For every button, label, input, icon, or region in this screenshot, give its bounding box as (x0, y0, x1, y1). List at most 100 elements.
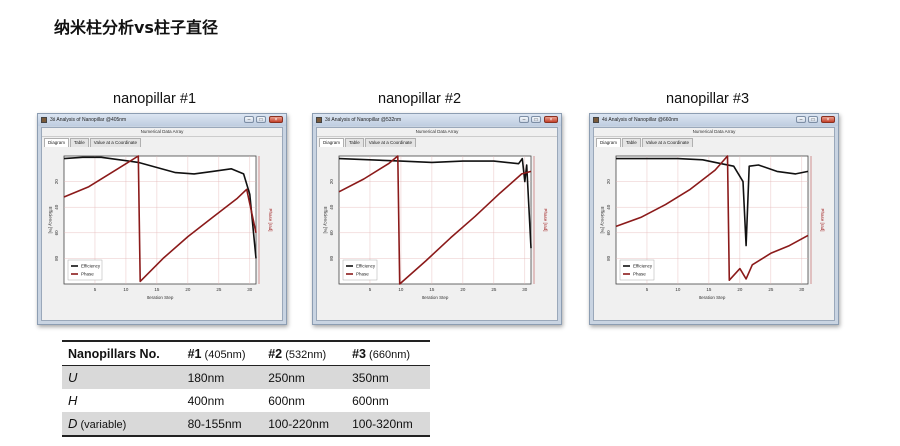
close-button[interactable]: × (269, 116, 283, 123)
y-tick-label: 40 (329, 204, 334, 210)
app-icon (593, 117, 599, 123)
y-tick-label: 40 (54, 204, 59, 210)
series-line-phase (63, 155, 257, 283)
table-header-row: Nanopillars No. #1 (405nm) #2 (532nm) #3… (62, 341, 430, 366)
maximize-button[interactable]: □ (808, 116, 818, 123)
series-line-efficiency (616, 157, 809, 247)
y-tick-label: 60 (54, 230, 59, 236)
panel-header: Numerical Data Array (594, 128, 834, 137)
x-tick-label: 10 (675, 287, 681, 292)
table-cell: 400nm (187, 393, 225, 408)
close-button[interactable]: × (544, 116, 558, 123)
tab-diagram[interactable]: Diagram (319, 138, 345, 147)
window-title: 3ś Analysis of Nanopillar @532nm (325, 117, 402, 123)
close-button[interactable]: × (821, 116, 835, 123)
row-label: D (variable) (68, 416, 127, 431)
y-axis-label-right: Phase [rad] (543, 208, 548, 231)
table-cell: 600nm (268, 393, 305, 408)
minimize-button[interactable]: – (244, 116, 254, 123)
x-tick-label: 25 (768, 287, 774, 292)
x-tick-label: 20 (737, 287, 743, 292)
tab-table[interactable]: Table (345, 138, 364, 147)
x-tick-label: 5 (646, 287, 649, 292)
maximize-button[interactable]: □ (531, 116, 541, 123)
panel-header: Numerical Data Array (42, 128, 282, 137)
legend-label: Phase (633, 272, 646, 277)
x-tick-label: 25 (216, 287, 222, 292)
x-tick-label: 10 (123, 287, 129, 292)
row-label: U (68, 370, 78, 385)
panel-label: nanopillar #2 (378, 91, 462, 107)
header-pillar-1: #1 (405nm) (187, 346, 246, 361)
x-tick-label: 15 (706, 287, 712, 292)
legend-label: Efficiency (356, 264, 376, 269)
window-title: 4ś Analysis of Nanopillar @660nm (602, 117, 679, 123)
x-tick-label: 30 (522, 287, 528, 292)
x-axis-label: Iteration Step (699, 295, 726, 300)
analysis-window: 4ś Analysis of Nanopillar @660nm – □ × Numer… (589, 113, 839, 325)
legend-label: Efficiency (81, 264, 101, 269)
x-tick-label: 15 (429, 287, 435, 292)
minimize-button[interactable]: – (519, 116, 529, 123)
x-tick-label: 30 (799, 287, 805, 292)
table-cell: 100-220nm (268, 416, 329, 431)
row-label: H (68, 393, 78, 408)
app-icon (41, 117, 47, 123)
legend-label: Efficiency (633, 264, 653, 269)
x-tick-label: 20 (460, 287, 466, 292)
table-cell: 100-320nm (352, 416, 413, 431)
y-axis-label-right: Phase [rad] (268, 208, 273, 231)
window-titlebar[interactable]: 3ś Analysis of Nanopillar @405nm – □ × (38, 114, 286, 126)
header-pillar-3: #3 (660nm) (352, 346, 411, 361)
table-cell: 80-155nm (187, 416, 242, 431)
tab-table[interactable]: Table (70, 138, 89, 147)
x-tick-label: 30 (247, 287, 253, 292)
table-cell: 600nm (352, 393, 389, 408)
slide-title: 纳米柱分析vs柱子直径 (54, 18, 218, 37)
window-titlebar[interactable]: 4ś Analysis of Nanopillar @660nm – □ × (590, 114, 838, 126)
window-titlebar[interactable]: 3ś Analysis of Nanopillar @532nm – □ × (313, 114, 561, 126)
efficiency-phase-chart: 5 10 15 20 25 30 80 60 40 20 Iteration Step Efficie… (600, 155, 825, 300)
table-row: H 400nm 600nm 600nm (62, 389, 430, 412)
y-tick-label: 80 (329, 255, 334, 261)
y-tick-label: 20 (606, 179, 611, 185)
tab-value-at-coordinate[interactable]: Value at a Coordinate (364, 138, 416, 147)
maximize-button[interactable]: □ (256, 116, 266, 123)
efficiency-phase-chart: 5 10 15 20 25 30 80 60 40 20 Iteration Step Efficie… (323, 155, 548, 300)
x-axis-label: Iteration Step (422, 295, 449, 300)
efficiency-phase-chart: 5 10 15 20 25 30 80 60 40 20 Iteration Step Efficie… (48, 155, 273, 300)
series-line-efficiency (63, 156, 257, 259)
table-row: D (variable) 80-155nm 100-220nm 100-320n… (62, 412, 430, 436)
table-cell: 180nm (187, 370, 225, 385)
legend-label: Phase (356, 272, 369, 277)
x-tick-label: 5 (369, 287, 372, 292)
app-icon (316, 117, 322, 123)
y-axis-label-right: Phase [rad] (820, 208, 825, 231)
tab-diagram[interactable]: Diagram (596, 138, 622, 147)
tab-bar: Diagram Table Value at a Coordinate (596, 138, 694, 147)
series-line-phase (338, 155, 532, 285)
tab-table[interactable]: Table (622, 138, 641, 147)
y-axis-label-left: Efficiency [%] (600, 207, 605, 234)
table-cell: 250nm (268, 370, 305, 385)
minimize-button[interactable]: – (796, 116, 806, 123)
y-tick-label: 20 (329, 179, 334, 185)
y-axis-label-left: Efficiency [%] (323, 207, 328, 234)
panel-label: nanopillar #1 (113, 91, 197, 107)
series-line-phase (615, 155, 809, 281)
tab-bar: Diagram Table Value at a Coordinate (44, 138, 142, 147)
panel-label: nanopillar #3 (666, 91, 750, 107)
tab-value-at-coordinate[interactable]: Value at a Coordinate (641, 138, 693, 147)
x-tick-label: 5 (94, 287, 97, 292)
window-title: 3ś Analysis of Nanopillar @405nm (50, 117, 127, 123)
panel-header: Numerical Data Array (317, 128, 557, 137)
y-tick-label: 60 (329, 230, 334, 236)
x-axis-label: Iteration Step (147, 295, 174, 300)
tab-value-at-coordinate[interactable]: Value at a Coordinate (89, 138, 141, 147)
x-tick-label: 25 (491, 287, 497, 292)
tab-diagram[interactable]: Diagram (44, 138, 70, 147)
table-cell: 350nm (352, 370, 389, 385)
analysis-window: 3ś Analysis of Nanopillar @532nm – □ × Numer… (312, 113, 562, 325)
nanopillar-parameter-table: Nanopillars No. #1 (405nm) #2 (532nm) #3… (62, 340, 430, 437)
legend-box (342, 259, 378, 281)
